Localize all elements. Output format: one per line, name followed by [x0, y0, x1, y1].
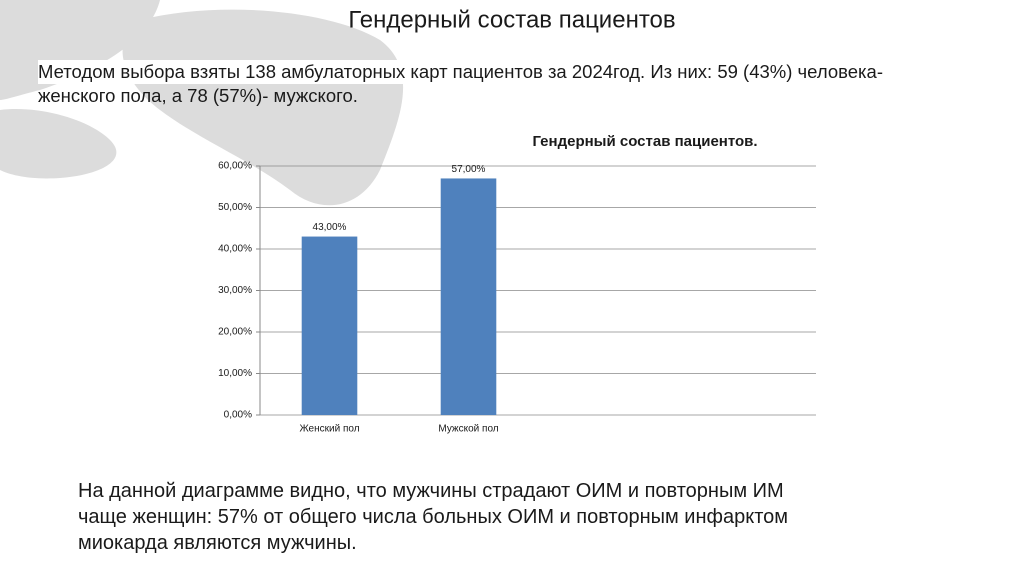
intro: Методом выбора взяты 138 амбулаторных ка… [38, 60, 883, 108]
y-tick-label: 40,00% [218, 244, 252, 255]
y-tick-label: 0,00% [224, 410, 252, 421]
y-tick-label: 30,00% [218, 285, 252, 296]
y-tick-label: 20,00% [218, 327, 252, 338]
conclusion-line: На данной диаграмме видно, что мужчины с… [78, 480, 784, 502]
conclusion: На данной диаграмме видно, что мужчины с… [78, 478, 788, 556]
intro-line: Методом выбора взяты 138 амбулаторных ка… [38, 60, 883, 84]
intro-line: женского пола, а 78 (57%)- мужского. [38, 85, 358, 106]
value-label: 57,00% [452, 164, 486, 175]
x-tick-label: Мужской пол [438, 424, 498, 435]
conclusion-line: миокарда являются мужчины. [78, 532, 357, 554]
y-tick-label: 60,00% [218, 161, 252, 172]
bar [440, 178, 497, 415]
slide-title: Гендерный состав пациентов [348, 6, 675, 33]
chart-title: Гендерный состав пациентов. [532, 133, 757, 150]
bar [301, 236, 358, 415]
value-label: 43,00% [313, 222, 347, 233]
conclusion-line: чаще женщин: 57% от общего числа больных… [78, 506, 789, 528]
x-tick-label: Женский пол [299, 424, 359, 435]
y-tick-label: 50,00% [218, 202, 252, 213]
y-tick-label: 10,00% [218, 368, 252, 379]
